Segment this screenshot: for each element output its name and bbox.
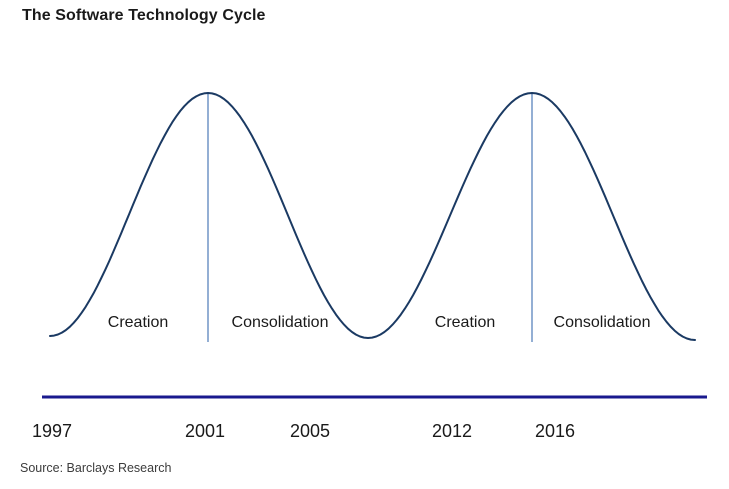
phase-label-creation-1: Creation (107, 314, 169, 331)
x-tick-2012: 2012 (431, 421, 473, 441)
phase-label-consolidation-1: Consolidation (231, 314, 329, 331)
phase-label-creation-2: Creation (434, 314, 496, 331)
x-tick-2005: 2005 (289, 421, 331, 441)
source-note: Source: Barclays Research (20, 461, 172, 475)
x-tick-2001: 2001 (184, 421, 226, 441)
x-tick-1997: 1997 (31, 421, 73, 441)
phase-label-consolidation-2: Consolidation (553, 314, 651, 331)
cycle-curve (49, 92, 696, 341)
page-title: The Software Technology Cycle (22, 7, 266, 24)
x-tick-2016: 2016 (534, 421, 576, 441)
